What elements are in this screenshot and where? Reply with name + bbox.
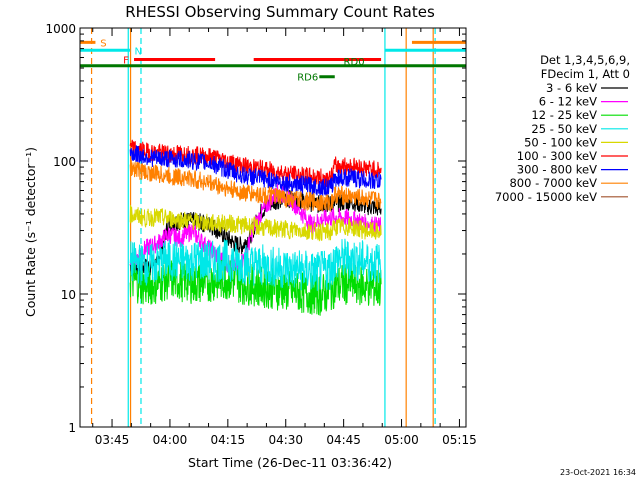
series-line-7 [129, 159, 382, 212]
y-axis-label: Count Rate (s⁻¹ detector⁻¹) [23, 147, 38, 317]
legend-label: 25 - 50 keV [531, 122, 597, 136]
y-tick-label: 10 [61, 288, 76, 302]
state-label-f: F [123, 55, 129, 66]
y-tick-label: 1000 [45, 22, 76, 36]
legend-label: 12 - 25 keV [531, 108, 597, 122]
legend-label: 50 - 100 keV [524, 135, 597, 149]
legend-label: 3 - 6 keV [546, 81, 597, 95]
plot-frame [79, 27, 467, 428]
plot-area: S NF RD0 RD6 [80, 28, 466, 427]
legend-label: 800 - 7000 keV [509, 176, 597, 190]
axis-ticks: 1 10 100 1000 03:45 04:00 04:15 04:30 04:45 05:00… [45, 22, 476, 447]
x-tick-label: 05:00 [384, 433, 419, 447]
x-tick-label: 03:45 [95, 433, 130, 447]
y-tick-label: 1 [68, 421, 76, 435]
x-axis-label: Start Time (26-Dec-11 03:36:42) [188, 455, 392, 470]
state-label-rd0: RD0 [344, 57, 365, 68]
legend-label: 100 - 300 keV [517, 149, 597, 163]
legend-header-line-2: FDecim 1, Att 0 [541, 67, 630, 81]
legend-label: 300 - 800 keV [517, 163, 597, 177]
legend-header-line-1: Det 1,3,4,5,6,9, [540, 53, 630, 67]
x-tick-label: 05:15 [442, 433, 477, 447]
state-label-s: S [100, 38, 106, 49]
x-tick-label: 04:30 [268, 433, 303, 447]
generation-timestamp: 23-Oct-2021 16:34 [560, 468, 636, 477]
state-label-n: N [134, 46, 141, 57]
y-tick-label: 100 [53, 155, 76, 169]
series-line-6 [129, 145, 382, 197]
series-line-1 [129, 183, 382, 273]
legend-label: 7000 - 15000 keV [495, 190, 597, 204]
legend: Det 1,3,4,5,6,9, FDecim 1, Att 0 3 - 6 k… [495, 53, 630, 204]
x-tick-label: 04:45 [326, 433, 361, 447]
series-line-3 [129, 238, 382, 291]
legend-label: 6 - 12 keV [539, 95, 597, 109]
state-label-rd6: RD6 [297, 73, 318, 84]
series-line-4 [129, 204, 382, 242]
x-tick-label: 04:15 [211, 433, 246, 447]
x-tick-label: 04:00 [153, 433, 188, 447]
chart-title: RHESSI Observing Summary Count Rates [125, 3, 435, 21]
